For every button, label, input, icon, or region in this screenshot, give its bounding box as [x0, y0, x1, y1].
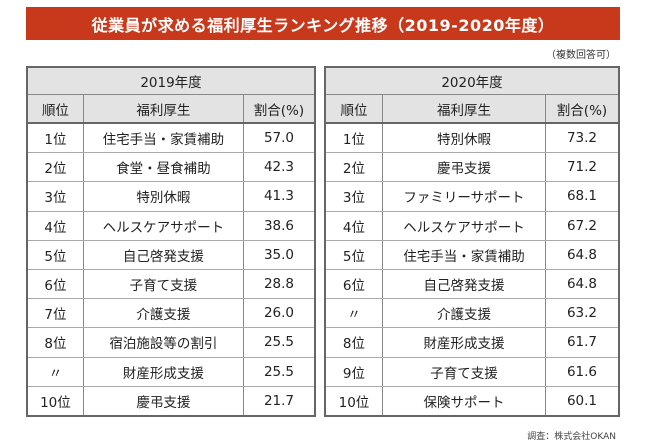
- table-row: 6位 子育て支援 28.8: [27, 269, 316, 300]
- table-row: 〃介護支援 63.2: [325, 298, 620, 329]
- table-row: 2位 慶弔支援 71.2: [325, 152, 620, 183]
- rank-cell: 5位: [27, 240, 84, 270]
- ratio-cell: 67.2: [545, 211, 620, 241]
- ranking-tables: 2019年度 順位 福利厚生 割合(%) 1位 住宅手当・家賃補助 57.0 2位食…: [26, 66, 620, 417]
- rank-cell: 8位: [325, 327, 383, 358]
- rank-cell: 3位: [27, 181, 84, 212]
- benefit-cell: 住宅手当・家賃補助: [83, 123, 244, 154]
- rank-cell: 7位: [27, 298, 84, 329]
- ratio-cell: 41.3: [243, 181, 316, 212]
- ratio-cell: 63.2: [545, 298, 620, 329]
- ratio-cell: 26.0: [243, 298, 316, 329]
- table-row: 3位 特別休暇 41.3: [27, 181, 316, 212]
- benefit-cell: 子育て支援: [382, 357, 546, 387]
- year-header-2019: 2019年度: [27, 67, 316, 95]
- table-row: 6位 自己啓発支援 64.8: [325, 269, 620, 300]
- benefit-cell: ファミリーサポート: [382, 181, 546, 212]
- benefit-cell: 子育て支援: [83, 269, 244, 300]
- table-row: 2位 食堂・昼食補助 42.3: [27, 152, 316, 183]
- table-row: 9位 子育て支援 61.6: [325, 357, 620, 387]
- ratio-cell: 25.5: [243, 357, 316, 387]
- multiple-answer-note: （複数回答可）: [546, 50, 616, 61]
- table-row: 1位 住宅手当・家賃補助 57.0: [27, 123, 316, 154]
- ratio-cell: 42.3: [243, 152, 316, 183]
- benefit-cell: 慶弔支援: [83, 386, 244, 417]
- ratio-cell: 71.2: [545, 152, 620, 183]
- ratio-cell: 35.0: [243, 240, 316, 270]
- table-row: 7位 介護支援 26.0: [27, 298, 316, 329]
- ratio-column-header: 割合(%): [243, 94, 316, 124]
- table-row: 10位 保険サポート 60.1: [325, 386, 620, 417]
- benefit-cell: 介護支援: [83, 298, 244, 329]
- table-row: 4位 ヘルスケアサポート 38.6: [27, 211, 316, 241]
- benefit-cell: ヘルスケアサポート: [83, 211, 244, 241]
- ratio-cell: 64.8: [545, 240, 620, 270]
- rank-cell: 〃: [325, 298, 383, 329]
- benefit-cell: 食堂・昼食補助: [83, 152, 244, 183]
- rank-cell: 6位: [27, 269, 84, 300]
- ratio-cell: 38.6: [243, 211, 316, 241]
- ratio-cell: 61.7: [545, 327, 620, 358]
- rank-cell: 1位: [325, 123, 383, 154]
- rank-cell: 6位: [325, 269, 383, 300]
- table-2020: 2020年度 順位 福利厚生 割合(%) 1位 特別休暇 73.2 2位 慶弔支援 71…: [324, 66, 620, 417]
- benefit-cell: ヘルスケアサポート: [382, 211, 546, 241]
- ratio-cell: 21.7: [243, 386, 316, 417]
- benefit-cell: 財産形成支援: [382, 327, 546, 358]
- benefit-cell: 宿泊施設等の割引: [83, 327, 244, 358]
- benefit-cell: 慶弔支援: [382, 152, 546, 183]
- ratio-cell: 25.5: [243, 327, 316, 358]
- benefit-cell: 介護支援: [382, 298, 546, 329]
- benefit-cell: 住宅手当・家賃補助: [382, 240, 546, 270]
- ratio-cell: 64.8: [545, 269, 620, 300]
- ratio-cell: 68.1: [545, 181, 620, 212]
- ratio-column-header: 割合(%): [545, 94, 620, 124]
- rank-cell: 1位: [27, 123, 84, 154]
- year-header-2020: 2020年度: [325, 67, 620, 95]
- rank-cell: 3位: [325, 181, 383, 212]
- table-row: 3位 ファミリーサポート 68.1: [325, 181, 620, 212]
- rank-cell: 4位: [325, 211, 383, 241]
- rank-cell: 5位: [325, 240, 383, 270]
- ratio-cell: 73.2: [545, 123, 620, 154]
- rank-cell: 4位: [27, 211, 84, 241]
- table-row: 1位 特別休暇 73.2: [325, 123, 620, 154]
- benefit-column-header: 福利厚生: [83, 94, 244, 124]
- table-row: 8位 財産形成支援 61.7: [325, 327, 620, 358]
- benefit-cell: 保険サポート: [382, 386, 546, 417]
- benefit-column-header: 福利厚生: [382, 94, 546, 124]
- ratio-cell: 61.6: [545, 357, 620, 387]
- rank-cell: 2位: [27, 152, 84, 183]
- table-row: 〃財産形成支援 25.5: [27, 357, 316, 387]
- table-2019: 2019年度 順位 福利厚生 割合(%) 1位 住宅手当・家賃補助 57.0 2位食…: [26, 66, 316, 417]
- table-row: 5位 自己啓発支援 35.0: [27, 240, 316, 270]
- ratio-cell: 60.1: [545, 386, 620, 417]
- ratio-cell: 57.0: [243, 123, 316, 154]
- benefit-cell: 自己啓発支援: [83, 240, 244, 270]
- rank-cell: 9位: [325, 357, 383, 387]
- rank-cell: 〃: [27, 357, 84, 387]
- ratio-cell: 28.8: [243, 269, 316, 300]
- page-title: 従業員が求める福利厚生ランキング推移（2019-2020年度）: [26, 7, 620, 40]
- benefit-cell: 財産形成支援: [83, 357, 244, 387]
- rank-cell: 2位: [325, 152, 383, 183]
- rank-column-header: 順位: [27, 94, 84, 124]
- table-row: 10位 慶弔支援 21.7: [27, 386, 316, 417]
- benefit-cell: 特別休暇: [382, 123, 546, 154]
- benefit-cell: 自己啓発支援: [382, 269, 546, 300]
- rank-cell: 10位: [27, 386, 84, 417]
- table-row: 5位 住宅手当・家賃補助 64.8: [325, 240, 620, 270]
- rank-cell: 10位: [325, 386, 383, 417]
- source-credit: 調査：株式会社OKAN: [527, 432, 616, 442]
- benefit-cell: 特別休暇: [83, 181, 244, 212]
- rank-column-header: 順位: [325, 94, 383, 124]
- rank-cell: 8位: [27, 327, 84, 358]
- table-row: 4位 ヘルスケアサポート 67.2: [325, 211, 620, 241]
- table-row: 8位 宿泊施設等の割引 25.5: [27, 327, 316, 358]
